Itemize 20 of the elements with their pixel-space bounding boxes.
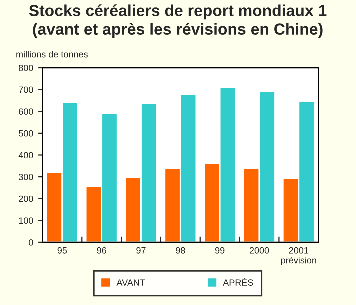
y-axis-title: millions de tonnes [16, 51, 88, 58]
x-tick-label: 96 [97, 247, 106, 254]
x-tick-label: 2001 prévision [281, 247, 316, 266]
y-tick-label: 0 [29, 239, 34, 246]
y-tick-label: 200 [19, 196, 34, 202]
legend-label: AVANT [116, 280, 146, 286]
chart-title: Stocks céréaliers de report mondiaux 1 (avant et après les révisions en Chine) [29, 4, 327, 38]
x-tick-label: 2000 [250, 247, 270, 254]
y-tick-label: 500 [18, 130, 34, 137]
legend-label: APRÈS [223, 278, 254, 286]
y-tick-label: 100 [19, 218, 34, 224]
x-tick-label: 99 [215, 247, 225, 254]
x-tick-label: 98 [176, 247, 186, 254]
y-tick-label: 300 [18, 174, 34, 180]
x-tick-label: 95 [58, 247, 68, 254]
y-tick-label: 600 [19, 108, 34, 115]
y-tick-label: 800 [19, 64, 34, 72]
y-tick-label: 700 [19, 86, 34, 94]
y-tick-label: 400 [18, 152, 34, 159]
x-tick-label: 97 [136, 247, 146, 254]
